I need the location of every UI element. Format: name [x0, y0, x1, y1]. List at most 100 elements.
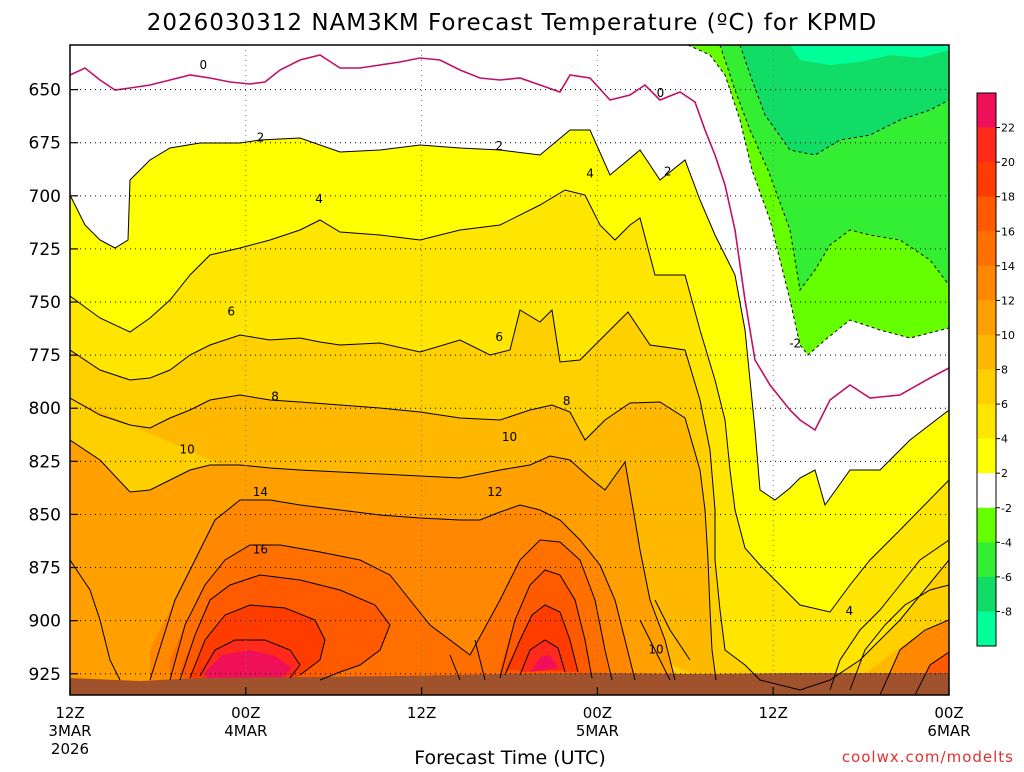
contour-line-minus2c [687, 45, 949, 356]
y-tick-label-750: 750 [29, 293, 61, 313]
contour-label-5: 4 [315, 192, 323, 206]
y-axis-ticks: 650 675 700 725 750 775 800 825 850 875 900 925 [29, 81, 61, 685]
contour-line-16c [179, 569, 593, 681]
colorbar-swatch-12 [977, 507, 996, 543]
colorbar-swatch-13 [977, 542, 996, 578]
colorbar-swatch-6 [977, 300, 996, 336]
contour-line-18c [189, 604, 579, 679]
contour-line-right-warm [829, 539, 949, 695]
grid-layer [70, 45, 949, 695]
colorbar-swatch-7 [977, 334, 996, 370]
contour-line-2c [70, 129, 949, 507]
colorbar-label-20: 20 [1001, 156, 1015, 169]
terrain-fill [70, 673, 949, 695]
colorbar-label-12: 12 [1001, 294, 1015, 307]
colorbar-label--4: -4 [1001, 536, 1012, 549]
x-tick-label-0-1: 3MAR [48, 722, 91, 740]
credit-text: coolwx.com/modelts [842, 748, 1014, 766]
colorbar-swatch-5 [977, 265, 996, 301]
temperature-fill-layer [70, 45, 949, 695]
contour-label-9: -2 [789, 337, 801, 351]
y-tick-label-850: 850 [29, 505, 61, 525]
y-tick-label-875: 875 [29, 559, 61, 579]
contour-label-12: 10 [180, 443, 195, 457]
contour-label-4: 2 [664, 164, 672, 178]
colorbar-swatch-9 [977, 404, 996, 440]
y-tick-label-900: 900 [29, 612, 61, 632]
contour-line-8c [70, 394, 717, 681]
colorbar-swatch-8 [977, 369, 996, 405]
contour-line-20c [199, 639, 566, 679]
contour-label-16: 16 [253, 543, 268, 557]
contour-label-13: 10 [502, 430, 517, 444]
colorbar-label-8: 8 [1001, 364, 1008, 377]
y-tick-label-825: 825 [29, 452, 61, 472]
fill-cold-minus8 [790, 45, 949, 65]
y-tick-label-775: 775 [29, 346, 61, 366]
x-tick-label-3-1: 5MAR [576, 722, 619, 740]
x-tick-label-2-0: 12Z [407, 704, 436, 722]
colorbar-label-16: 16 [1001, 225, 1015, 238]
contour-line-6c [70, 308, 949, 691]
x-tick-label-0-2: 2026 [51, 740, 89, 758]
colorbar-swatch-10 [977, 438, 996, 474]
colorbar: 22 20 18 16 14 12 10 8 6 4 2 -2 -4 -6 -8 [976, 92, 1015, 647]
x-tick-label-0-0: 12Z [55, 704, 84, 722]
colorbar-swatch-4 [977, 231, 996, 267]
colorbar-swatch-11 [977, 473, 996, 509]
x-tick-label-5-0: 00Z [934, 704, 963, 722]
contour-label-10: 8 [271, 390, 279, 404]
contour-line-layer [70, 45, 949, 695]
fill-cold-minus6 [740, 45, 949, 155]
contour-label-14: 12 [487, 485, 502, 499]
colorbar-swatch-15 [977, 611, 996, 647]
contour-label-11: 8 [563, 394, 571, 408]
contour-line-12c [149, 499, 636, 681]
frame-ticks [69, 89, 950, 695]
colorbar-label-18: 18 [1001, 191, 1015, 204]
contour-label-layer: 0 0 2 2 2 4 4 6 6 -2 8 8 10 10 12 14 16 10 4 [180, 58, 854, 656]
y-tick-label-725: 725 [29, 240, 61, 260]
plot-frame [69, 44, 950, 696]
colorbar-label-6: 6 [1001, 398, 1008, 411]
y-tick-label-700: 700 [29, 187, 61, 207]
colorbar-label--6: -6 [1001, 571, 1012, 584]
colorbar-swatch-1 [977, 127, 996, 163]
colorbar-label--2: -2 [1001, 502, 1012, 515]
x-tick-label-4-0: 12Z [759, 704, 788, 722]
contour-label-6: 4 [586, 167, 594, 181]
contour-line-10c [70, 439, 676, 681]
contour-line-14c [169, 539, 613, 681]
contour-label-2: 2 [257, 130, 265, 144]
colorbar-label-10: 10 [1001, 329, 1015, 342]
colorbar-swatch-2 [977, 162, 996, 198]
contour-label-1: 0 [657, 86, 665, 100]
colorbar-swatch-0 [977, 93, 996, 129]
y-tick-label-650: 650 [29, 81, 61, 101]
contour-line-0c-left [70, 54, 949, 432]
x-tick-label-3-0: 00Z [583, 704, 612, 722]
contour-label-3: 2 [495, 139, 503, 153]
colorbar-label-22: 22 [1001, 122, 1015, 135]
colorbar-label-4: 4 [1001, 433, 1008, 446]
contour-label-17: 10 [648, 642, 663, 656]
contour-label-18: 4 [846, 604, 854, 618]
x-axis-label: Forecast Time (UTC) [414, 747, 605, 768]
contour-label-7: 6 [227, 305, 235, 319]
contour-line-4c [70, 189, 949, 613]
contour-label-0: 0 [199, 58, 207, 72]
chart-title: 2026030312 NAM3KM Forecast Temperature (… [147, 10, 878, 36]
colorbar-label--8: -8 [1001, 605, 1012, 618]
contour-label-15: 14 [253, 485, 268, 499]
contour-line-minus6c [739, 45, 949, 156]
y-tick-label-675: 675 [29, 134, 61, 154]
y-tick-label-925: 925 [29, 665, 61, 685]
y-tick-label-800: 800 [29, 399, 61, 419]
x-tick-label-1-0: 00Z [231, 704, 260, 722]
colorbar-label-2: 2 [1001, 467, 1008, 480]
contour-label-8: 6 [495, 330, 503, 344]
contour-line-minus4c [719, 45, 949, 292]
